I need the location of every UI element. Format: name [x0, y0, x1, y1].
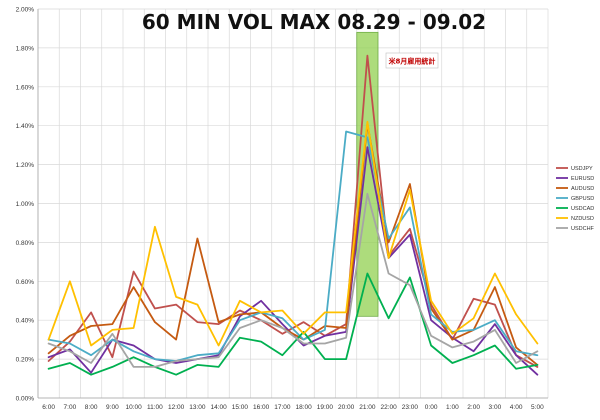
- y-tick-label: 1.20%: [16, 162, 35, 169]
- y-tick-label: 0.00%: [16, 396, 35, 403]
- x-tick-label: 8:00: [85, 404, 98, 411]
- annotation-text: 米8月雇用統計: [388, 57, 436, 66]
- legend-label: EURUSD: [571, 176, 594, 182]
- legend-label: NZDUSD: [571, 216, 594, 222]
- x-tick-label: 1:00: [446, 404, 459, 411]
- series-line-usdcad: [47, 272, 539, 376]
- y-tick-label: 0.60%: [16, 279, 35, 286]
- annotation-group: 米8月雇用統計: [385, 52, 439, 69]
- x-tick-label: 19:00: [317, 404, 334, 411]
- y-tick-label: 1.60%: [16, 84, 35, 91]
- x-tick-label: 11:00: [147, 404, 163, 411]
- axes: [37, 9, 548, 399]
- series-line-nzdusd: [47, 120, 539, 347]
- x-tick-label: 12:00: [168, 404, 185, 411]
- series-line-usdchf: [47, 192, 539, 368]
- legend-label: USDCHF: [571, 226, 595, 232]
- x-tick-label: 18:00: [295, 404, 312, 411]
- x-tick-label: 2:00: [467, 404, 480, 411]
- x-tick-label: 17:00: [274, 404, 291, 411]
- y-tick-label: 1.00%: [16, 201, 35, 208]
- x-tick-label: 4:00: [510, 404, 523, 411]
- x-tick-label: 16:00: [253, 404, 270, 411]
- annotation-box: [385, 52, 439, 69]
- x-tick-label: 20:00: [338, 404, 355, 411]
- x-tick-label: 3:00: [489, 404, 502, 411]
- x-tick-label: 0:00: [425, 404, 438, 411]
- x-tick-label: 22:00: [380, 404, 397, 411]
- series-lines: [47, 54, 539, 376]
- chart-title: 60 MIN VOL MAX 08.29 - 09.02: [142, 10, 486, 34]
- x-tick-label: 14:00: [210, 404, 227, 411]
- legend-label: USDJPY: [571, 166, 593, 172]
- x-tick-label: 7:00: [64, 404, 77, 411]
- legend-label: USDCAD: [571, 206, 594, 212]
- legend-label: AUDUSD: [571, 186, 594, 192]
- y-tick-labels: 0.00% 0.20% 0.40% 0.60% 0.80% 1.00% 1.20% 1.40%…: [16, 7, 35, 403]
- y-tick-label: 0.20%: [16, 357, 35, 364]
- y-tick-label: 1.80%: [16, 45, 35, 52]
- x-tick-labels: 6:00 7:00 8:00 9:00 10:00 11:00 12:00 13:00 14:0…: [42, 404, 544, 411]
- x-tick-label: 9:00: [106, 404, 119, 411]
- y-tick-label: 0.80%: [16, 240, 35, 247]
- x-tick-label: 5:00: [531, 404, 544, 411]
- x-tick-label: 15:00: [232, 404, 249, 411]
- x-tick-label: 21:00: [359, 404, 376, 411]
- x-tick-label: 6:00: [42, 404, 55, 411]
- y-tick-label: 1.40%: [16, 123, 35, 130]
- legend: USDJPY EURUSD AUDUSD GBPUSD USDCAD NZDUSD USDC…: [556, 166, 595, 232]
- x-tick-label: 23:00: [402, 404, 419, 411]
- legend-label: GBPUSD: [571, 196, 594, 202]
- x-tick-label: 10:00: [125, 404, 142, 411]
- series-line-audusd: [47, 122, 539, 366]
- y-tick-label: 0.40%: [16, 318, 35, 325]
- x-tick-label: 13:00: [189, 404, 206, 411]
- y-tick-label: 2.00%: [16, 7, 35, 14]
